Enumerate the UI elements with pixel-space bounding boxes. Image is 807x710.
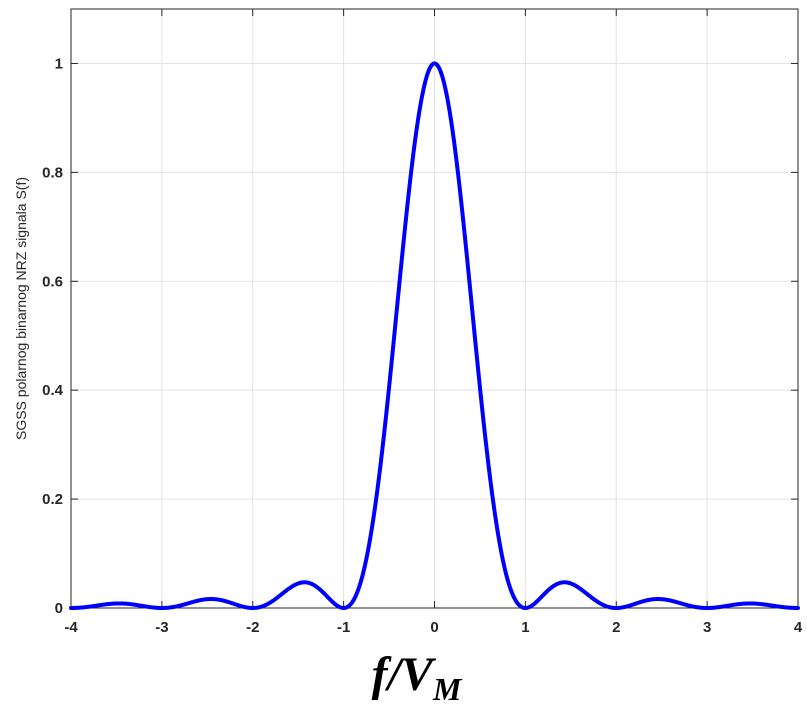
- y-axis-label: SGSS polarnog binarnog NRZ signala S(f): [13, 177, 29, 440]
- series-line: [69, 61, 800, 610]
- x-tick-label: -2: [246, 619, 259, 636]
- x-tick-label: 2: [612, 619, 620, 636]
- x-axis-label-subscript: M: [432, 671, 463, 707]
- x-tick-label: 0: [430, 619, 438, 636]
- x-tick-label: -4: [64, 619, 78, 636]
- y-tick-label: 0: [55, 600, 63, 617]
- y-tick-label: 0.8: [42, 164, 63, 181]
- x-tick-label: 4: [794, 619, 803, 636]
- grid-lines: [70, 9, 799, 609]
- x-tick-label: -1: [337, 619, 350, 636]
- y-tick-label: 0.2: [42, 491, 63, 508]
- x-tick-label: -3: [155, 619, 168, 636]
- y-tick-label: 0.4: [42, 382, 64, 399]
- y-tick-label: 0.6: [42, 273, 63, 290]
- y-tick-label: 1: [55, 55, 63, 72]
- series-layer: [69, 61, 800, 610]
- x-tick-label: 3: [703, 619, 711, 636]
- x-tick-labels: -4 -3 -2 -1 0 1 2 3 4: [64, 619, 803, 636]
- x-tick-label: 1: [521, 619, 529, 636]
- y-tick-labels: 0 0.2 0.4 0.6 0.8 1: [42, 55, 64, 617]
- x-axis-label-main: f/V: [372, 648, 437, 701]
- x-axis-label: f/VM: [372, 648, 463, 707]
